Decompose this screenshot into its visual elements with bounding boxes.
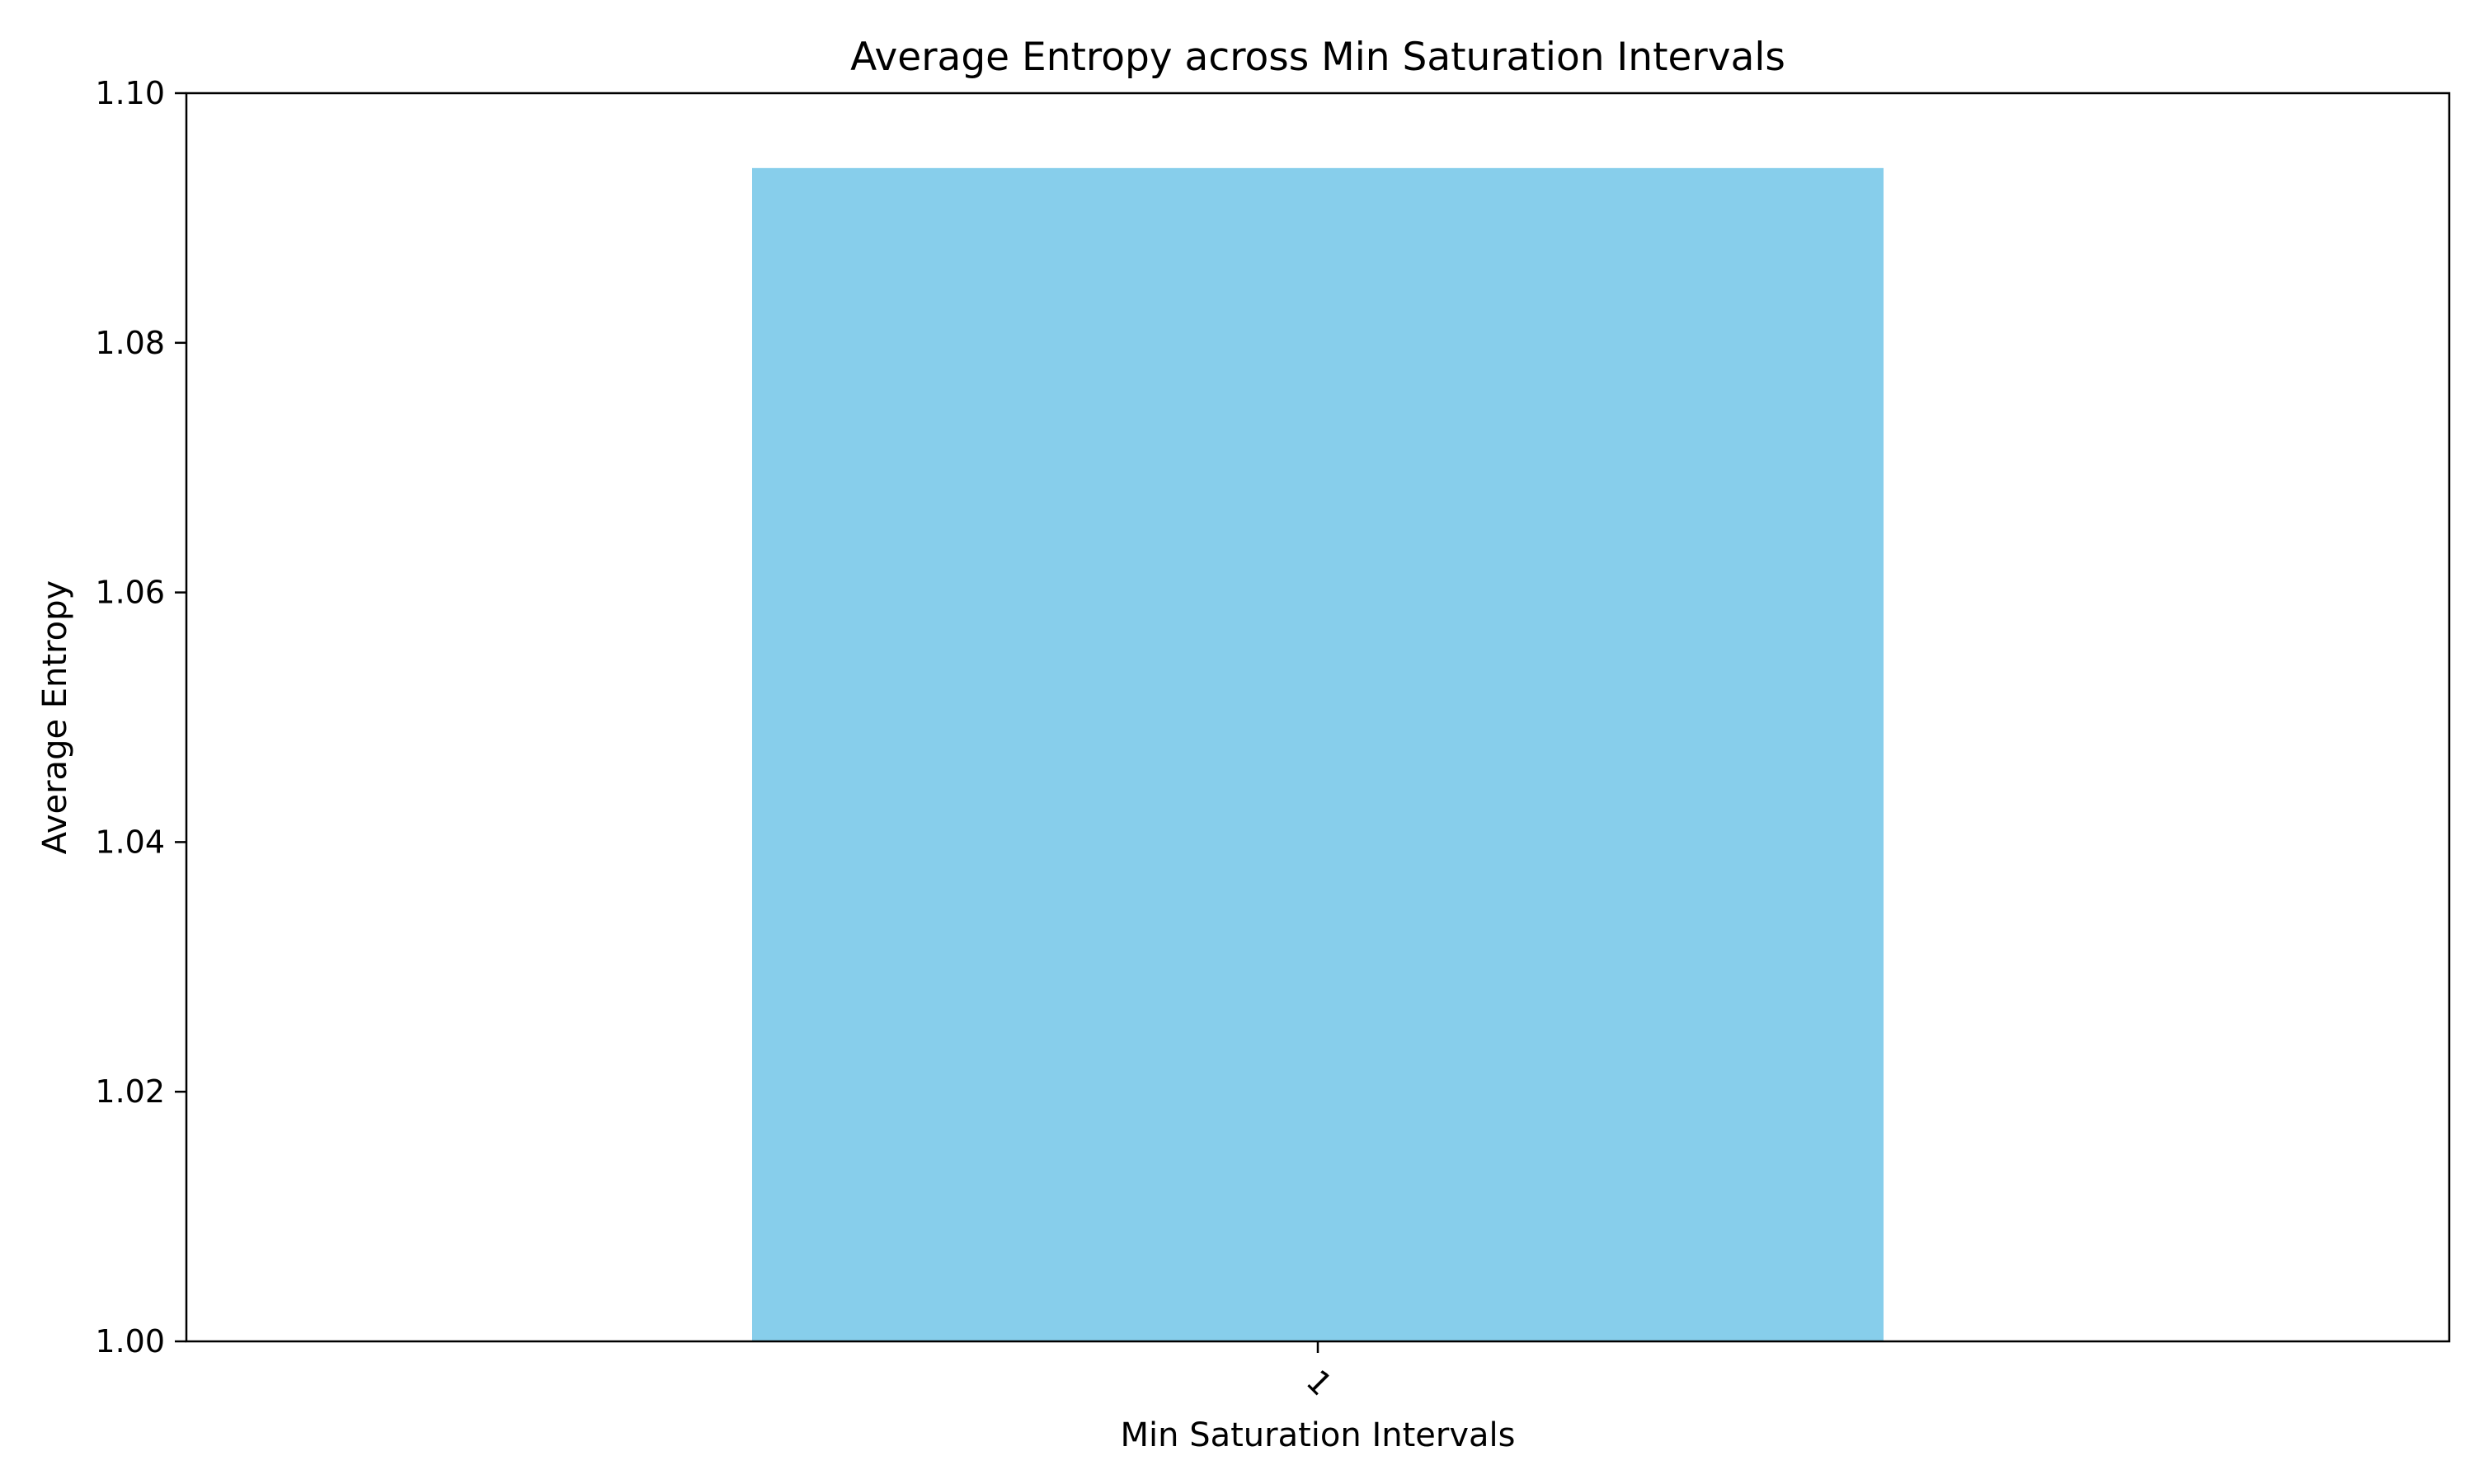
plot-frame: [185, 92, 2451, 1343]
y-tick-label: 1.10: [95, 75, 165, 111]
bars: [752, 167, 1884, 1342]
chart-title: Average Entropy across Min Saturation In…: [850, 35, 1785, 80]
y-tick-label: 1.00: [95, 1323, 165, 1360]
y-tick-label: 1.02: [95, 1073, 165, 1110]
y-axis-title: Average Entropy: [36, 580, 74, 854]
bar-1: [752, 167, 1884, 1342]
y-tick-label: 1.04: [95, 824, 165, 860]
y-tick-label: 1.08: [95, 325, 165, 361]
x-axis-title: Min Saturation Intervals: [1121, 1416, 1516, 1454]
y-tick-label: 1.06: [95, 575, 165, 611]
x-axis: 1: [1300, 1341, 1339, 1402]
x-tick-label: 1: [1300, 1363, 1339, 1402]
y-axis: 1.00 1.02 1.04 1.06 1.08 1.10: [95, 75, 186, 1360]
